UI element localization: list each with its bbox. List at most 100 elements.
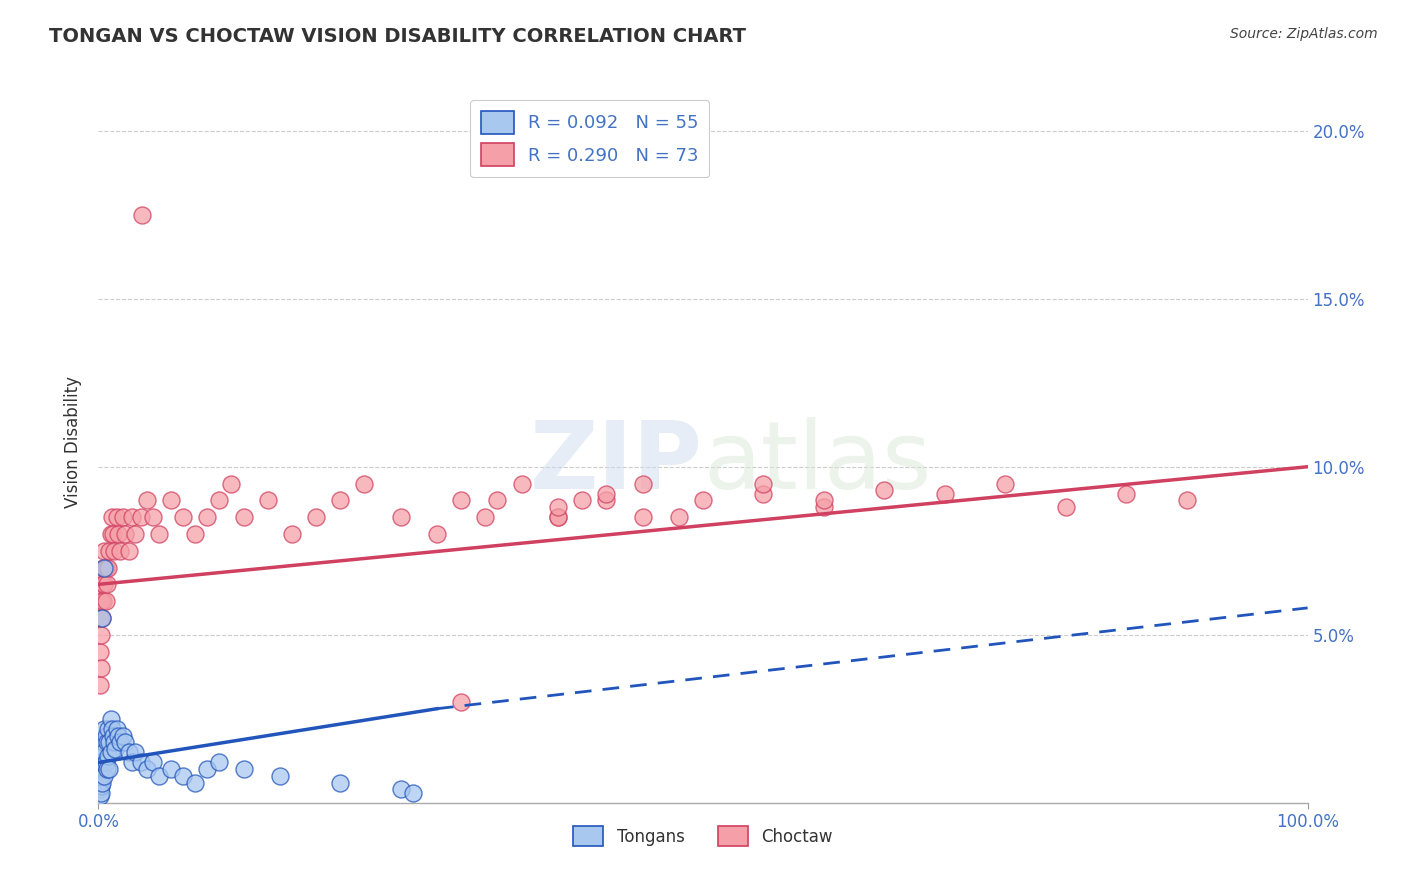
Point — [329, 775, 352, 789]
Point — [90, 786, 112, 800]
Point — [111, 729, 134, 743]
Point — [89, 762, 111, 776]
Point — [94, 729, 117, 743]
Point — [426, 527, 449, 541]
Point — [94, 594, 117, 608]
Point — [195, 762, 218, 776]
Point — [107, 527, 129, 541]
Point — [100, 722, 122, 736]
Point — [486, 493, 509, 508]
Point — [994, 476, 1017, 491]
Point — [100, 745, 122, 759]
Point — [105, 722, 128, 736]
Text: atlas: atlas — [703, 417, 931, 509]
Point — [118, 745, 141, 759]
Point — [89, 611, 111, 625]
Point — [96, 577, 118, 591]
Point — [873, 483, 896, 498]
Point — [353, 476, 375, 491]
Point — [96, 735, 118, 749]
Point — [124, 745, 146, 759]
Point — [93, 543, 115, 558]
Point — [1175, 493, 1198, 508]
Point — [389, 510, 412, 524]
Point — [101, 527, 124, 541]
Point — [94, 560, 117, 574]
Point — [184, 527, 207, 541]
Point — [89, 769, 111, 783]
Point — [474, 510, 496, 524]
Point — [90, 756, 112, 770]
Point — [93, 769, 115, 783]
Point — [105, 510, 128, 524]
Point — [256, 493, 278, 508]
Point — [89, 678, 111, 692]
Point — [121, 510, 143, 524]
Point — [571, 493, 593, 508]
Point — [547, 510, 569, 524]
Point — [595, 486, 617, 500]
Point — [90, 779, 112, 793]
Point — [94, 756, 117, 770]
Point — [221, 476, 243, 491]
Point — [89, 789, 111, 803]
Point — [93, 722, 115, 736]
Point — [631, 476, 654, 491]
Point — [91, 756, 114, 770]
Point — [91, 611, 114, 625]
Point — [232, 510, 254, 524]
Point — [402, 786, 425, 800]
Point — [98, 735, 121, 749]
Point — [692, 493, 714, 508]
Point — [89, 775, 111, 789]
Point — [91, 611, 114, 625]
Point — [389, 782, 412, 797]
Point — [934, 486, 956, 500]
Point — [107, 729, 129, 743]
Point — [101, 729, 124, 743]
Point — [129, 510, 152, 524]
Point — [195, 510, 218, 524]
Point — [450, 695, 472, 709]
Point — [135, 762, 157, 776]
Point — [89, 644, 111, 658]
Point — [121, 756, 143, 770]
Point — [96, 762, 118, 776]
Point — [91, 775, 114, 789]
Point — [91, 577, 114, 591]
Point — [91, 745, 114, 759]
Point — [97, 560, 120, 574]
Point — [232, 762, 254, 776]
Point — [813, 500, 835, 514]
Point — [547, 510, 569, 524]
Text: Source: ZipAtlas.com: Source: ZipAtlas.com — [1230, 27, 1378, 41]
Point — [269, 769, 291, 783]
Point — [631, 510, 654, 524]
Point — [1054, 500, 1077, 514]
Point — [135, 493, 157, 508]
Point — [208, 756, 231, 770]
Point — [108, 543, 131, 558]
Point — [1115, 486, 1137, 500]
Point — [129, 756, 152, 770]
Point — [108, 735, 131, 749]
Point — [103, 735, 125, 749]
Point — [142, 756, 165, 770]
Point — [305, 510, 328, 524]
Point — [752, 486, 775, 500]
Point — [90, 628, 112, 642]
Point — [450, 493, 472, 508]
Point — [142, 510, 165, 524]
Point — [100, 510, 122, 524]
Point — [93, 560, 115, 574]
Point — [90, 661, 112, 675]
Point — [93, 577, 115, 591]
Point — [148, 527, 170, 541]
Point — [100, 712, 122, 726]
Legend: Tongans, Choctaw: Tongans, Choctaw — [567, 820, 839, 852]
Point — [131, 208, 153, 222]
Point — [124, 527, 146, 541]
Text: TONGAN VS CHOCTAW VISION DISABILITY CORRELATION CHART: TONGAN VS CHOCTAW VISION DISABILITY CORR… — [49, 27, 747, 45]
Point — [752, 476, 775, 491]
Point — [510, 476, 533, 491]
